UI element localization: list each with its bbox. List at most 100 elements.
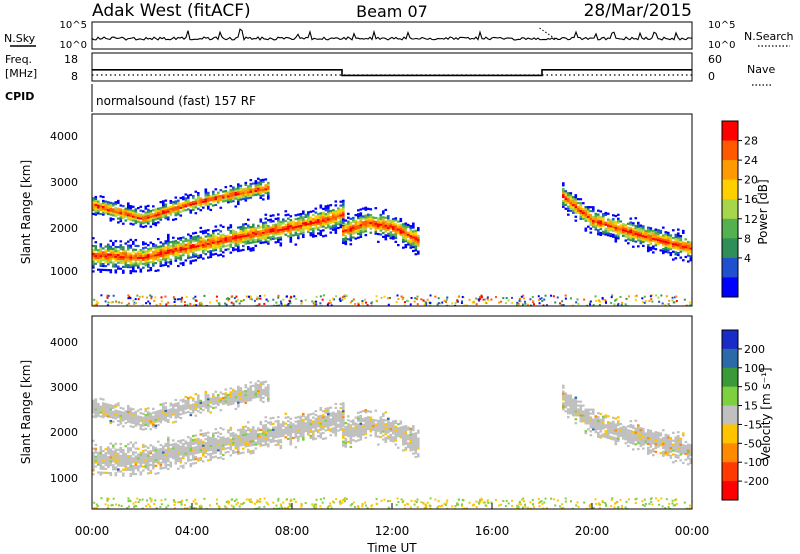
power-echo-cell bbox=[167, 239, 170, 242]
velocity-echo-cell bbox=[229, 395, 233, 398]
power-echo-cell bbox=[475, 303, 478, 306]
velocity-echo-cell bbox=[264, 431, 268, 435]
power-echo-cell bbox=[247, 247, 250, 251]
power-echo-cell bbox=[564, 207, 568, 210]
power-echo-cell bbox=[184, 203, 188, 206]
power-echo-cell bbox=[396, 294, 399, 297]
power-echo-cell bbox=[242, 248, 245, 252]
power-echo-cell bbox=[127, 216, 130, 219]
velocity-echo-cell bbox=[617, 431, 620, 435]
power-echo-cell bbox=[342, 296, 345, 299]
power-echo-cell bbox=[172, 254, 175, 257]
nsearch-line bbox=[539, 27, 558, 41]
velocity-echo-cell bbox=[249, 444, 253, 447]
power-echo-cell bbox=[414, 237, 418, 240]
power-echo-cell bbox=[272, 220, 275, 223]
station-title: Adak West (fitACF) bbox=[92, 1, 251, 21]
power-echo-cell bbox=[149, 211, 153, 215]
velocity-echo-cell bbox=[282, 428, 285, 432]
power-echo-cell bbox=[392, 229, 395, 232]
power-echo-cell bbox=[187, 196, 190, 199]
power-echo-cell bbox=[167, 218, 170, 221]
power-echo-cell bbox=[194, 253, 198, 256]
velocity-echo-cell bbox=[244, 425, 248, 428]
power-echo-cell bbox=[267, 181, 270, 185]
velocity-echo-cell bbox=[267, 392, 270, 395]
power-echo-cell bbox=[177, 255, 180, 258]
power-echo-cell bbox=[579, 198, 583, 201]
velocity-echo-cell bbox=[179, 399, 183, 402]
power-echo-cell bbox=[337, 207, 340, 210]
velocity-echo-cell bbox=[117, 468, 120, 471]
velocity-echo-cell bbox=[142, 457, 145, 460]
power-echo-cell bbox=[404, 238, 408, 241]
velocity-echo-cell bbox=[162, 445, 165, 448]
velocity-echo-cell bbox=[252, 384, 255, 388]
velocity-echo-cell bbox=[129, 461, 133, 464]
velocity-echo-cell bbox=[107, 460, 110, 463]
power-echo-cell bbox=[344, 229, 348, 232]
velocity-echo-cell bbox=[122, 407, 125, 410]
power-echo-cell bbox=[639, 238, 643, 241]
velocity-echo-cell bbox=[219, 456, 223, 459]
velocity-echo-cell bbox=[277, 415, 280, 419]
velocity-echo-cell bbox=[137, 457, 140, 460]
power-echo-cell bbox=[654, 244, 658, 247]
power-echo-cell bbox=[217, 195, 220, 198]
power-echo-cell bbox=[104, 268, 108, 272]
velocity-echo-cell bbox=[629, 437, 633, 440]
velocity-echo-cell bbox=[114, 409, 118, 412]
power-echo-cell bbox=[133, 302, 136, 305]
power-echo-cell bbox=[510, 296, 513, 299]
power-echo-cell bbox=[287, 231, 290, 234]
velocity-echo-cell bbox=[174, 450, 178, 453]
power-echo-cell bbox=[397, 228, 400, 231]
power-echo-cell bbox=[334, 214, 338, 217]
velocity-echo-cell bbox=[314, 413, 318, 417]
velocity-echo-cell bbox=[167, 456, 170, 459]
power-echo-cell bbox=[404, 224, 408, 227]
velocity-echo-cell bbox=[117, 412, 120, 415]
velocity-echo-cell bbox=[574, 408, 578, 411]
velocity-echo-cell bbox=[229, 401, 233, 404]
velocity-echo-cell bbox=[139, 471, 143, 474]
power-echo-cell bbox=[252, 194, 255, 197]
velocity-echo-cell bbox=[327, 428, 330, 431]
velocity-echo-cell bbox=[299, 427, 303, 430]
velocity-echo-cell bbox=[147, 464, 150, 467]
velocity-echo-cell bbox=[204, 402, 208, 405]
velocity-echo-cell bbox=[679, 441, 683, 444]
power-echo-cell bbox=[664, 248, 668, 251]
velocity-echo-cell bbox=[272, 438, 275, 441]
velocity-echo-cell bbox=[669, 442, 673, 446]
velocity-echo-cell bbox=[269, 438, 273, 442]
velocity-echo-cell bbox=[302, 432, 305, 435]
power-echo-cell bbox=[127, 202, 130, 205]
power-echo-cell bbox=[207, 205, 210, 208]
power-echo-cell bbox=[579, 215, 583, 218]
velocity-echo-cell bbox=[139, 423, 143, 427]
velocity-echo-cell bbox=[269, 434, 273, 438]
velocity-echo-cell bbox=[204, 392, 208, 395]
power-echo-cell bbox=[164, 242, 168, 245]
power-echo-cell bbox=[215, 299, 218, 302]
velocity-echo-cell bbox=[169, 451, 173, 454]
power-echo-cell bbox=[141, 304, 144, 306]
velocity-echo-cell bbox=[629, 429, 633, 433]
power-echo-cell bbox=[682, 259, 685, 262]
power-echo-cell bbox=[689, 304, 692, 306]
velocity-echo-cell bbox=[609, 431, 613, 434]
velocity-echo-cell bbox=[102, 404, 105, 407]
power-echo-cell bbox=[207, 240, 210, 243]
power-echo-cell bbox=[684, 244, 688, 247]
power-echo-cell bbox=[324, 205, 328, 208]
power-echo-cell bbox=[102, 247, 105, 250]
power-echo-cell bbox=[634, 217, 638, 220]
power-echo-cell bbox=[644, 231, 648, 234]
velocity-echo-cell bbox=[624, 438, 628, 441]
power-echo-cell bbox=[142, 266, 145, 269]
velocity-echo-cell bbox=[589, 416, 593, 419]
power-echo-cell bbox=[259, 179, 263, 182]
power-echo-cell bbox=[149, 209, 153, 213]
power-echo-cell bbox=[329, 204, 333, 207]
